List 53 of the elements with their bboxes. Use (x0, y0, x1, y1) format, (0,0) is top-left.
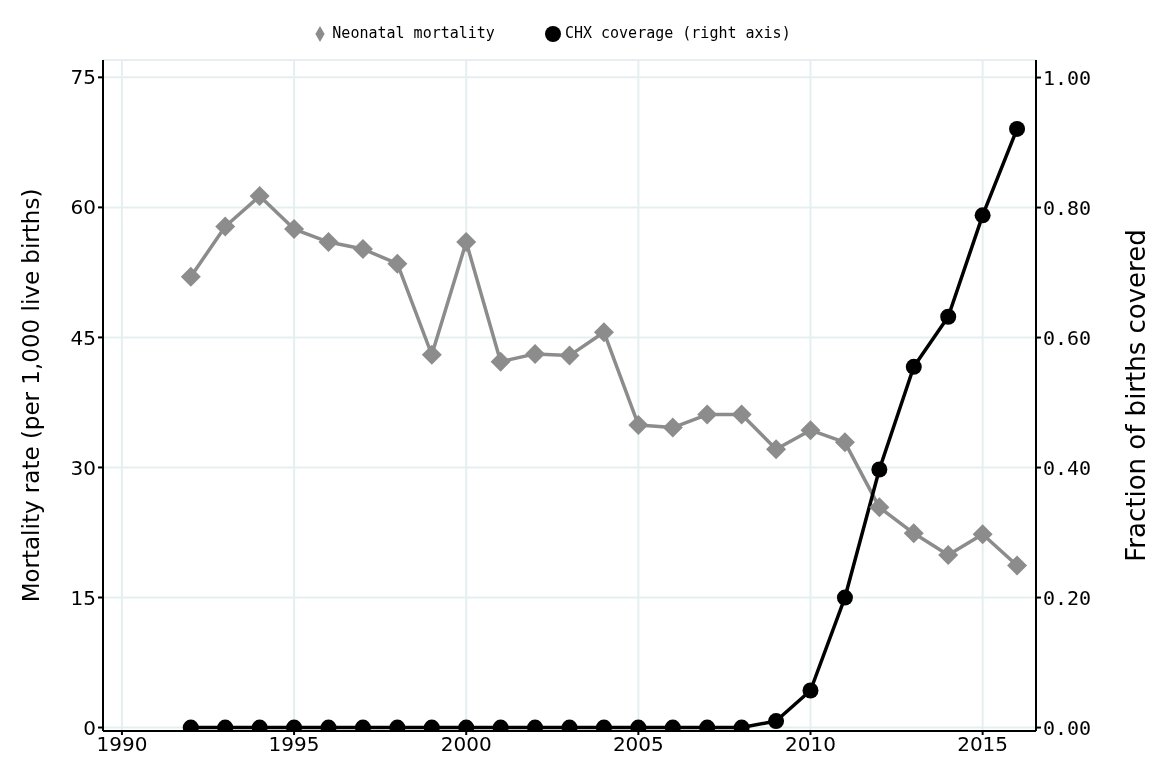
point (387, 253, 408, 274)
x-tick-label: 2000 (440, 732, 492, 757)
point (456, 232, 477, 253)
legend-label: Neonatal mortality (332, 24, 495, 42)
point (903, 523, 924, 544)
point (249, 186, 270, 207)
y2-tick-label: 0.00 (1043, 715, 1092, 740)
x-tick-label: 2005 (612, 732, 664, 757)
point (525, 343, 546, 364)
y2-axis-title: Fraction of births covered (1121, 229, 1152, 562)
x-tick-label: 2015 (957, 732, 1009, 757)
point (731, 404, 752, 425)
legend-label: CHX coverage (right axis) (564, 24, 791, 42)
point (352, 238, 373, 259)
point (972, 524, 993, 545)
y2-tick-label: 1.00 (1043, 65, 1092, 90)
point (284, 219, 305, 240)
point (940, 308, 957, 325)
point (421, 344, 442, 365)
point (180, 266, 201, 287)
point (871, 461, 888, 478)
y2-tick-label: 0.20 (1043, 585, 1092, 610)
y-tick-label: 15 (70, 585, 96, 610)
y2-tick-label: 0.60 (1043, 325, 1092, 350)
y-tick-label: 0 (83, 715, 96, 740)
point (800, 420, 821, 441)
y2-tick-label: 0.80 (1043, 195, 1092, 220)
point (1007, 555, 1028, 576)
x-tick-label: 1995 (268, 732, 320, 757)
point (559, 345, 580, 366)
point (215, 216, 236, 237)
point (905, 358, 922, 375)
y2-tick-label: 0.40 (1043, 455, 1092, 480)
point (662, 417, 683, 438)
y-tick-label: 60 (70, 195, 96, 220)
point (593, 322, 614, 343)
point (1009, 120, 1026, 137)
point (869, 497, 890, 518)
y-tick-label: 45 (70, 325, 96, 350)
point (974, 207, 991, 224)
y-tick-label: 30 (70, 455, 96, 480)
point (836, 589, 853, 606)
point (834, 432, 855, 453)
point (766, 439, 787, 460)
y-axis-title: Mortality rate (per 1,000 live births) (18, 188, 45, 603)
point (628, 414, 649, 435)
y-tick-label: 75 (70, 65, 96, 90)
x-tick-label: 1990 (96, 732, 148, 757)
point (490, 351, 511, 372)
point (697, 404, 718, 425)
x-tick-label: 2010 (785, 732, 836, 757)
point (318, 232, 339, 253)
point (938, 545, 959, 566)
